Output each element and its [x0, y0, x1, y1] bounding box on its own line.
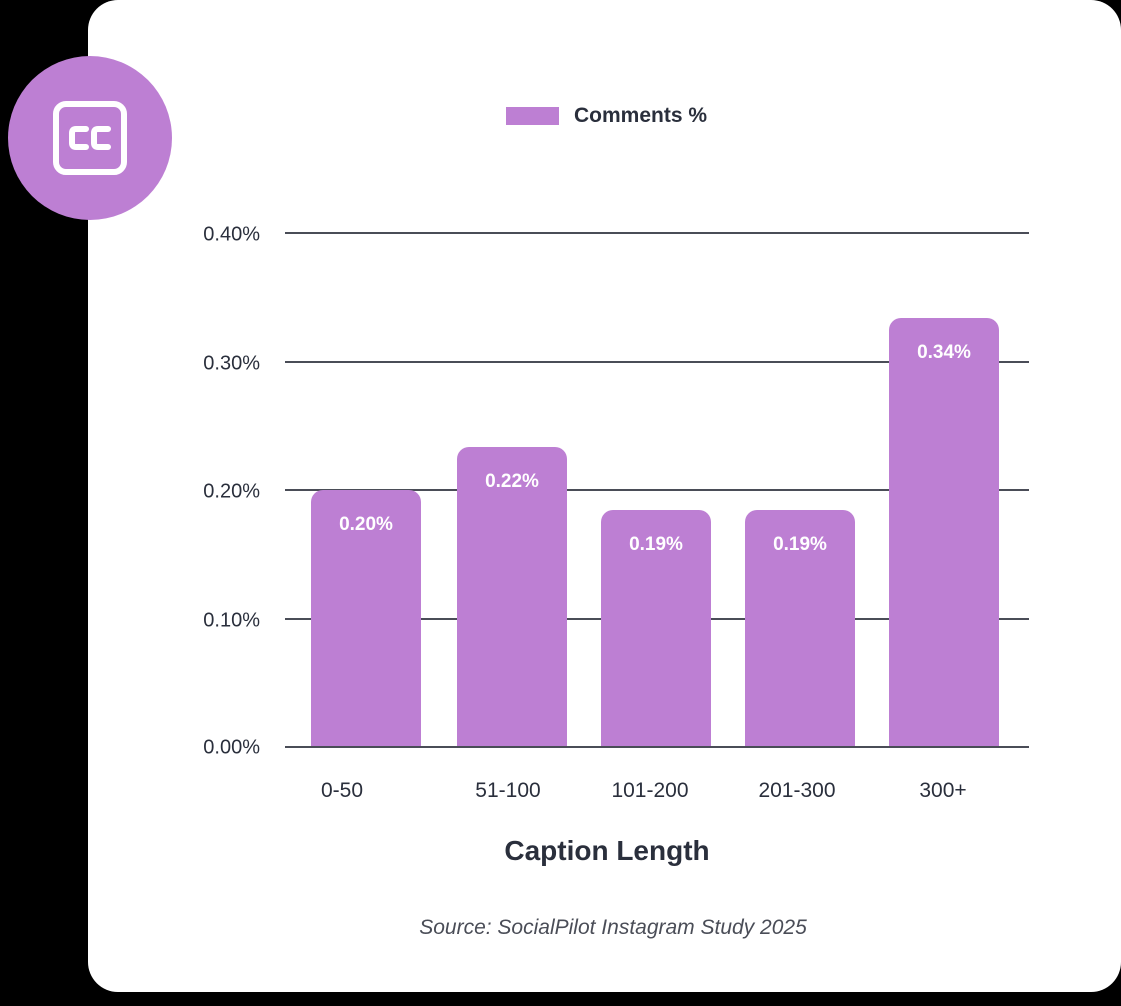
bar-value-label: 0.19%: [773, 534, 827, 555]
closed-captions-icon: [53, 101, 127, 175]
bar-value-label: 0.34%: [917, 342, 971, 363]
x-tick-label: 0-50: [320, 779, 364, 802]
y-tick-label: 0.00%: [203, 736, 260, 759]
bar-300-plus: 0.34%: [889, 318, 999, 747]
gridline: [285, 361, 1029, 363]
bar-201-300: 0.19%: [745, 510, 855, 747]
legend-label: Comments %: [574, 104, 708, 127]
gridline: [285, 232, 1029, 234]
bar-value-label: 0.22%: [485, 471, 539, 492]
bar-101-200: 0.19%: [601, 510, 711, 747]
legend: Comments %: [506, 104, 707, 128]
bar-0-50: 0.20%: [311, 490, 421, 747]
bar-value-label: 0.20%: [339, 514, 393, 535]
y-tick-label: 0.30%: [203, 352, 260, 375]
x-tick-label: 51-100: [475, 779, 541, 802]
gridline: [285, 489, 1029, 491]
bar-51-100: 0.22%: [457, 447, 567, 747]
x-axis-title: Caption Length: [504, 835, 710, 866]
y-tick-label: 0.20%: [203, 480, 260, 503]
y-tick-label: 0.40%: [203, 223, 260, 246]
x-tick-label: 201-300: [758, 779, 836, 802]
x-axis-baseline: [285, 746, 1029, 748]
closed-captions-badge: [8, 56, 172, 220]
x-tick-label: 101-200: [611, 779, 689, 802]
legend-swatch: [506, 107, 559, 125]
y-tick-label: 0.10%: [203, 609, 260, 632]
x-tick-label: 300+: [919, 779, 967, 802]
bar-value-label: 0.19%: [629, 534, 683, 555]
source-caption: Source: SocialPilot Instagram Study 2025: [419, 916, 807, 939]
